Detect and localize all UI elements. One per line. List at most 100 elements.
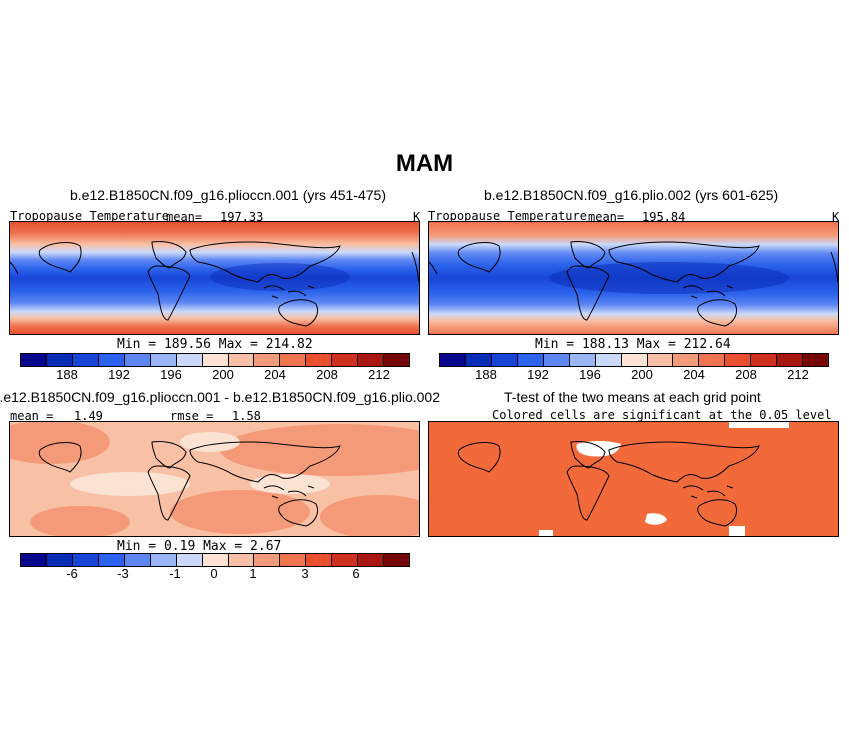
diff-colorbar-cell [98, 554, 125, 566]
colorbar-cell [465, 354, 492, 366]
colorbar-cell [306, 354, 333, 366]
colorbar-cell [569, 354, 596, 366]
panel1-colorbar-ticks: 188 192 196 200 204 208 212 [20, 367, 408, 385]
colorbar-cell [202, 354, 229, 366]
panel3-rmse-label: rmse = [170, 409, 214, 423]
panel2-mean-value: 195.84 [642, 210, 686, 224]
colorbar-tick-label: 212 [368, 367, 390, 382]
panel2-mean-label: mean= [588, 210, 625, 224]
panel3-map-field [10, 422, 419, 536]
panel3-colorbar-ticks: -6 -3 -1 0 1 3 6 [20, 566, 408, 584]
diff-colorbar-cell [228, 554, 255, 566]
diff-colorbar-tick-label: 1 [249, 566, 257, 581]
diff-colorbar-cell [358, 554, 385, 566]
figure-title: MAM [395, 150, 454, 177]
colorbar-cell [46, 354, 73, 366]
panel2-units: K [832, 210, 840, 224]
colorbar-cell [440, 354, 466, 366]
colorbar-cell [332, 354, 359, 366]
diff-colorbar-cell [280, 554, 307, 566]
panel3-map [9, 421, 420, 537]
diff-colorbar-tick-label: -6 [66, 566, 78, 581]
colorbar-cell [491, 354, 518, 366]
diff-colorbar-cell [384, 554, 410, 566]
colorbar-cell [384, 354, 410, 366]
colorbar-cell [673, 354, 700, 366]
panel1-variable-label: Tropopause Temperature [10, 209, 169, 223]
colorbar-tick-label: 188 [475, 367, 497, 382]
colorbar-cell [543, 354, 570, 366]
colorbar-cell [228, 354, 255, 366]
colorbar-cell [751, 354, 778, 366]
panel2-colorbar-ticks: 188 192 196 200 204 208 212 [439, 367, 827, 385]
colorbar-cell [621, 354, 648, 366]
panel3-title: b.e12.B1850CN.f09_g16.plioccn.001 - b.e1… [0, 389, 440, 405]
panel1-map [9, 221, 420, 335]
panel1-units: K [413, 210, 421, 224]
panel3-colorbar [20, 553, 410, 567]
colorbar-cell [72, 354, 99, 366]
colorbar-cell [595, 354, 622, 366]
diff-colorbar-cell [176, 554, 203, 566]
colorbar-cell [358, 354, 385, 366]
colorbar-cell [725, 354, 752, 366]
colorbar-cell [280, 354, 307, 366]
panel1-minmax: Min = 189.56 Max = 214.82 [117, 337, 313, 352]
diff-colorbar-cell [202, 554, 229, 566]
colorbar-tick-label: 204 [683, 367, 705, 382]
panel3-mean-value: 1.49 [74, 409, 103, 423]
panel1-mean-label: mean= [166, 210, 203, 224]
panel1-mean-value: 197.33 [220, 210, 264, 224]
panel4-subtitle: Colored cells are significant at the 0.0… [492, 408, 832, 422]
colorbar-tick-label: 208 [735, 367, 757, 382]
diff-colorbar-cell [46, 554, 73, 566]
colorbar-cell [803, 354, 829, 366]
panel3-title-clip: b.e12.B1850CN.f09_g16.plioccn.001 - b.e1… [0, 389, 440, 405]
diff-colorbar-cell [332, 554, 359, 566]
diff-colorbar-tick-label: 6 [352, 566, 360, 581]
colorbar-tick-label: 188 [56, 367, 78, 382]
panel2-variable-label: Tropopause Temperature [428, 209, 587, 223]
colorbar-tick-label: 196 [579, 367, 601, 382]
colorbar-tick-label: 212 [787, 367, 809, 382]
colorbar-cell [699, 354, 726, 366]
diff-colorbar-cell [124, 554, 151, 566]
panel2-map [428, 221, 839, 335]
panel2-title: b.e12.B1850CN.f09_g16.plio.002 (yrs 601-… [484, 187, 779, 203]
panel4-map [428, 421, 839, 537]
panel2-minmax: Min = 188.13 Max = 212.64 [535, 337, 731, 352]
colorbar-tick-label: 196 [160, 367, 182, 382]
colorbar-cell [124, 354, 151, 366]
diff-colorbar-tick-label: 0 [210, 566, 218, 581]
panel1-colorbar [20, 353, 410, 367]
panel3-mean-label: mean = [10, 409, 54, 423]
panel4-title: T-test of the two means at each grid poi… [504, 389, 761, 405]
colorbar-tick-label: 192 [108, 367, 130, 382]
diff-colorbar-tick-label: -3 [117, 566, 129, 581]
panel1-title: b.e12.B1850CN.f09_g16.plioccn.001 (yrs 4… [70, 187, 386, 203]
colorbar-tick-label: 204 [264, 367, 286, 382]
panel2-colorbar [439, 353, 829, 367]
colorbar-tick-label: 200 [212, 367, 234, 382]
diff-colorbar-cell [72, 554, 99, 566]
panel4-map-field [429, 422, 838, 536]
diff-colorbar-tick-label: 3 [301, 566, 309, 581]
colorbar-cell [517, 354, 544, 366]
colorbar-cell [150, 354, 177, 366]
colorbar-cell [254, 354, 281, 366]
panel3-minmax: Min = 0.19 Max = 2.67 [117, 539, 282, 554]
diff-colorbar-cell [21, 554, 47, 566]
colorbar-cell [647, 354, 674, 366]
panel2-map-field [429, 222, 838, 334]
colorbar-tick-label: 200 [631, 367, 653, 382]
colorbar-tick-label: 192 [527, 367, 549, 382]
colorbar-cell [98, 354, 125, 366]
diff-colorbar-cell [254, 554, 281, 566]
colorbar-tick-label: 208 [316, 367, 338, 382]
colorbar-cell [21, 354, 47, 366]
panel1-map-field [10, 222, 419, 334]
colorbar-cell [777, 354, 804, 366]
diff-colorbar-tick-label: -1 [169, 566, 181, 581]
diff-colorbar-cell [150, 554, 177, 566]
colorbar-cell [176, 354, 203, 366]
